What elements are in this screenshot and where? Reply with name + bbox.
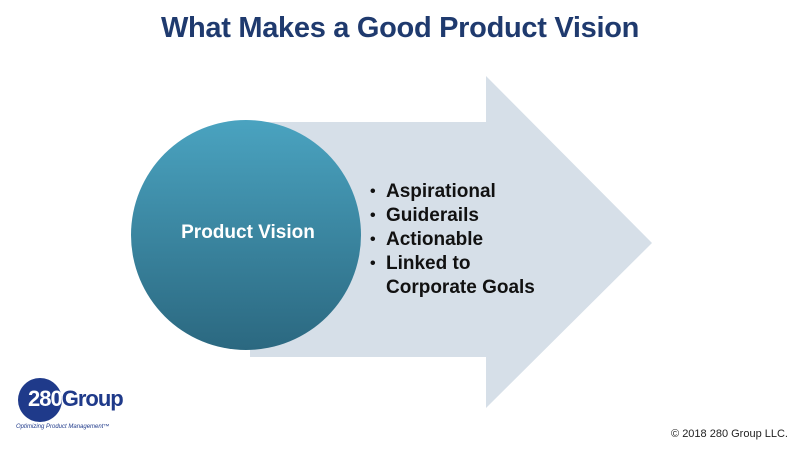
bullet-dot-icon: • bbox=[370, 207, 376, 224]
slide-title: What Makes a Good Product Vision bbox=[160, 12, 640, 44]
bullet-item: • Actionable bbox=[370, 228, 556, 252]
logo-wordmark: 280Group bbox=[28, 386, 124, 412]
logo-word: Group bbox=[61, 386, 124, 411]
bullet-text: Linked to Corporate Goals bbox=[386, 253, 535, 298]
logo-circle-icon bbox=[18, 378, 62, 422]
bullet-text: Actionable bbox=[386, 229, 484, 250]
arrow-shape bbox=[250, 76, 652, 408]
product-vision-circle bbox=[131, 120, 361, 350]
bullet-text: Aspirational bbox=[386, 181, 496, 202]
logo-number: 280 bbox=[28, 386, 63, 411]
company-logo: 280Group Optimizing Product Management™ bbox=[14, 378, 124, 440]
bullet-dot-icon: • bbox=[370, 183, 376, 200]
bullet-text: Guiderails bbox=[386, 205, 479, 226]
copyright-notice: © 2018 280 Group LLC. bbox=[671, 428, 788, 440]
logo-tagline: Optimizing Product Management™ bbox=[16, 424, 110, 430]
circle-label: Product Vision bbox=[181, 222, 315, 243]
bullet-item: • Linked to Corporate Goals bbox=[370, 252, 556, 300]
bullet-item: • Guiderails bbox=[370, 204, 556, 228]
bullet-dot-icon: • bbox=[370, 255, 376, 272]
bullet-list: • Aspirational • Guiderails • Actionable • L… bbox=[370, 180, 556, 300]
bullet-dot-icon: • bbox=[370, 231, 376, 248]
bullet-item: • Aspirational bbox=[370, 180, 556, 204]
